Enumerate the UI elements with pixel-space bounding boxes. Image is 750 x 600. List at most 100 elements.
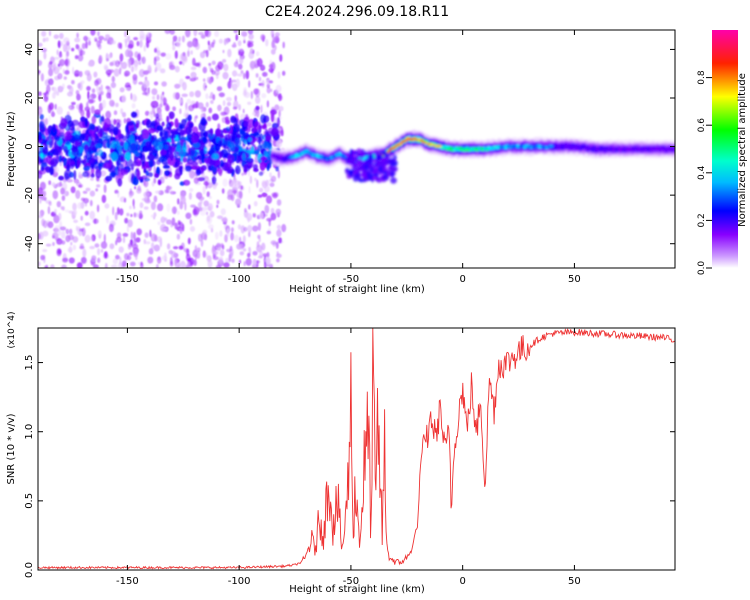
heatmap-cell	[179, 60, 183, 65]
heatmap-cell	[216, 242, 221, 248]
heatmap-cell	[120, 169, 126, 176]
heatmap-cell	[121, 135, 128, 142]
heatmap-cell	[233, 123, 241, 133]
heatmap-cell	[68, 104, 72, 110]
heatmap-cell	[54, 225, 60, 230]
heatmap-cell	[384, 155, 391, 162]
heatmap-cell	[95, 188, 99, 192]
heatmap-cell	[259, 161, 266, 171]
heatmap-cell	[38, 70, 41, 74]
heatmap-cell	[83, 35, 88, 42]
heatmap-cell	[178, 245, 184, 250]
heatmap-cell	[270, 48, 276, 55]
heatmap-cell	[225, 38, 229, 45]
heatmap-cell	[123, 197, 127, 203]
heatmap-cell	[247, 252, 251, 258]
y-tick-label: 0.5	[24, 493, 35, 509]
heatmap-cell	[232, 186, 236, 196]
heatmap-cell	[156, 107, 162, 114]
heatmap-cell	[189, 218, 193, 225]
heatmap-cell	[166, 115, 170, 124]
heatmap-cell	[166, 243, 171, 250]
heatmap-cell	[90, 133, 96, 141]
heatmap-cell	[153, 165, 156, 173]
heatmap-cell	[174, 173, 181, 180]
heatmap-cell	[84, 234, 91, 243]
heatmap-cell	[270, 240, 277, 245]
heatmap-cell	[143, 45, 147, 52]
heatmap-cell	[154, 173, 160, 178]
heatmap-cell	[247, 42, 254, 48]
heatmap-cell	[101, 194, 107, 204]
heatmap-cell	[256, 241, 260, 248]
heatmap-cell	[195, 115, 198, 119]
x-tick-label: 50	[568, 274, 581, 285]
heatmap-cell	[202, 78, 206, 82]
heatmap-cell	[57, 85, 64, 93]
heatmap-cell	[181, 35, 185, 43]
heatmap-cell	[107, 40, 110, 45]
heatmap-cell	[106, 58, 110, 62]
heatmap-cell	[253, 132, 261, 138]
heatmap-cell	[252, 251, 258, 256]
heatmap-cell	[182, 81, 187, 91]
heatmap-cell	[210, 100, 214, 104]
heatmap-cell	[117, 178, 123, 187]
heatmap-cell	[98, 55, 103, 63]
heatmap-cell	[38, 106, 43, 115]
heatmap-cell	[230, 80, 233, 84]
heatmap-cell	[184, 201, 187, 211]
heatmap-cell	[271, 122, 279, 129]
heatmap-cell	[265, 39, 269, 47]
heatmap-cell	[171, 206, 178, 215]
heatmap-cell	[69, 85, 74, 95]
heatmap-cell	[150, 100, 159, 109]
heatmap-cell	[109, 69, 115, 73]
heatmap-cell	[208, 43, 212, 51]
heatmap-cell	[75, 44, 79, 50]
heatmap-cell	[185, 30, 191, 38]
heatmap-cell	[226, 101, 232, 107]
heatmap-cell	[190, 50, 193, 55]
heatmap-cell	[268, 63, 274, 69]
heatmap-cell	[145, 40, 150, 49]
heatmap-cell	[73, 134, 80, 140]
heatmap-cell	[181, 118, 187, 126]
heatmap-cell	[88, 40, 91, 46]
heatmap-cell	[234, 137, 242, 148]
heatmap-cell	[230, 141, 235, 152]
heatmap-cell	[227, 189, 234, 198]
heatmap-cell	[126, 212, 130, 217]
heatmap-cell	[191, 134, 200, 144]
heatmap-cell	[116, 159, 120, 167]
heatmap-cell	[117, 42, 122, 49]
heatmap-cell	[268, 68, 274, 73]
heatmap-cell	[177, 198, 180, 205]
heatmap-cell	[99, 170, 107, 177]
colorbar-gradient	[712, 30, 738, 268]
heatmap-cell	[57, 73, 63, 80]
heatmap-cell	[231, 220, 235, 225]
heatmap-cell	[53, 135, 61, 142]
heatmap-cell	[48, 180, 52, 185]
heatmap-cell	[133, 212, 137, 218]
heatmap-cell	[136, 228, 142, 236]
heatmap-cell	[265, 135, 272, 142]
heatmap-cell	[105, 110, 112, 119]
heatmap-cell	[71, 80, 75, 85]
heatmap-cell	[59, 226, 67, 231]
heatmap-cell	[257, 234, 261, 239]
heatmap-cell	[220, 111, 227, 117]
heatmap-cell	[262, 71, 268, 77]
colorbar-tick-label: 0.6	[697, 118, 707, 133]
heatmap-cell	[165, 53, 172, 60]
heatmap-cell	[53, 87, 57, 95]
heatmap-cell	[196, 177, 204, 182]
heatmap-cell	[241, 172, 245, 176]
heatmap-cell	[137, 160, 142, 167]
colorbar-tick-label: 0.8	[697, 70, 707, 85]
heatmap-cell	[157, 179, 162, 186]
heatmap-cell	[87, 61, 94, 67]
heatmap-cell	[260, 124, 266, 129]
heatmap-cell	[104, 159, 111, 164]
